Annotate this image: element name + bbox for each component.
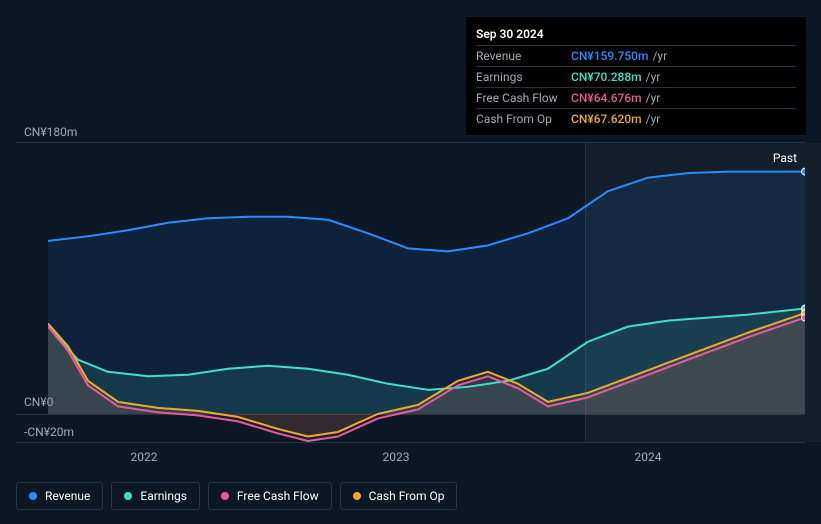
tooltip-row-label: Earnings (476, 70, 571, 84)
tooltip-row-label: Cash From Op (476, 112, 571, 126)
tooltip-row-unit: /yr (652, 49, 667, 63)
tooltip-row-unit: /yr (646, 91, 661, 105)
tooltip-row-label: Revenue (476, 49, 571, 63)
data-tooltip: Sep 30 2024 RevenueCN¥159.750m/yrEarning… (466, 17, 806, 135)
legend-label: Free Cash Flow (237, 489, 319, 503)
tooltip-row-value: CN¥159.750m (571, 49, 648, 63)
tooltip-row: EarningsCN¥70.288m/yr (476, 66, 796, 87)
legend-dot (353, 492, 361, 500)
legend-item-earnings[interactable]: Earnings (111, 482, 200, 510)
legend-label: Revenue (45, 489, 90, 503)
tooltip-row-value: CN¥64.676m (571, 91, 642, 105)
tooltip-row: Free Cash FlowCN¥64.676m/yr (476, 87, 796, 108)
tooltip-row-value: CN¥67.620m (571, 112, 642, 126)
legend-label: Cash From Op (369, 489, 445, 503)
y-axis-max-label: CN¥180m (24, 125, 77, 139)
legend-dot (221, 492, 229, 500)
tooltip-row-unit: /yr (646, 70, 661, 84)
legend-item-free-cash-flow[interactable]: Free Cash Flow (208, 482, 332, 510)
tooltip-row: RevenueCN¥159.750m/yr (476, 45, 796, 66)
tooltip-date: Sep 30 2024 (476, 23, 796, 45)
tooltip-row-label: Free Cash Flow (476, 91, 571, 105)
x-axis-label: 2022 (131, 450, 158, 464)
legend-dot (124, 492, 132, 500)
legend-dot (29, 492, 37, 500)
x-axis-label: 2023 (383, 450, 410, 464)
legend-item-revenue[interactable]: Revenue (16, 482, 103, 510)
tooltip-row-value: CN¥70.288m (571, 70, 642, 84)
legend: Revenue Earnings Free Cash Flow Cash From O… (16, 482, 457, 510)
tooltip-row-unit: /yr (646, 112, 661, 126)
chart-area[interactable]: Past (16, 142, 805, 443)
tooltip-row: Cash From OpCN¥67.620m/yr (476, 108, 796, 129)
chart-svg (48, 143, 805, 444)
x-axis-label: 2024 (635, 450, 662, 464)
legend-item-cash-from-op[interactable]: Cash From Op (340, 482, 458, 510)
legend-label: Earnings (140, 489, 187, 503)
